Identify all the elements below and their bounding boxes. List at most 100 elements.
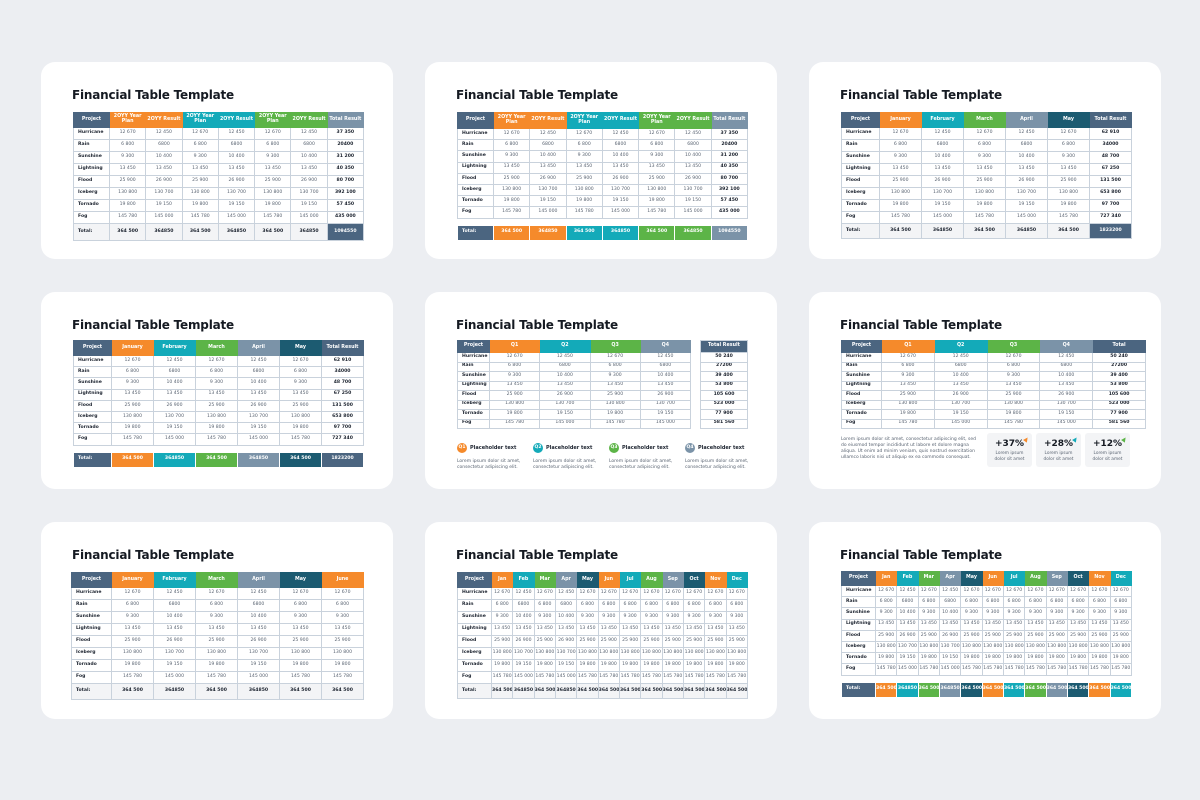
column-header[interactable]: Total Result xyxy=(1089,112,1132,128)
slide-card[interactable]: Financial Table Template Project January Fe… xyxy=(41,292,393,489)
column-header[interactable]: Jul xyxy=(618,572,642,588)
table-cell: 9 300 xyxy=(963,151,1006,164)
column-header[interactable]: February xyxy=(921,112,964,128)
column-header[interactable]: April xyxy=(237,340,280,356)
column-header[interactable]: 2OYY Year Plan xyxy=(565,112,603,129)
column-header[interactable]: March xyxy=(195,572,238,588)
column-header[interactable]: March xyxy=(195,340,238,356)
slide-card[interactable]: Financial Table Template Project Jan Feb Mar… xyxy=(425,522,777,719)
slide-card[interactable]: Financial Table Template Project Q1 Q2 Q3 Q4 H… xyxy=(425,292,777,489)
slide-card[interactable]: Financial Table Template Project January Fe… xyxy=(41,522,393,719)
column-header[interactable]: 2OYY Result xyxy=(601,112,640,129)
table-header-row: Project Q1 Q2 Q3 Q4 Total xyxy=(841,340,1146,353)
column-header[interactable]: 2OYY Year Plan xyxy=(108,112,147,128)
column-header[interactable]: Apr xyxy=(554,572,578,588)
column-header[interactable]: April xyxy=(1005,112,1048,128)
column-header[interactable]: January xyxy=(879,112,922,128)
table-cell: 6 800 xyxy=(488,361,541,372)
column-header[interactable]: Jan xyxy=(490,572,514,588)
column-header[interactable]: Project xyxy=(457,112,494,129)
column-header[interactable]: 2OYY Year Plan xyxy=(638,112,676,129)
table-cell: 9 300 xyxy=(488,371,541,382)
table-cell: 13 450 xyxy=(1047,163,1090,176)
table-row: Hurricane 12 670 12 450 12 670 12 450 12 670 6… xyxy=(73,354,364,368)
column-header[interactable]: Oct xyxy=(682,572,706,588)
slide-card[interactable]: Financial Table Template Project Jan Feb Mar… xyxy=(809,522,1161,719)
column-header[interactable]: Q3 xyxy=(589,340,641,353)
column-header[interactable]: Total Result xyxy=(710,112,748,129)
column-header[interactable]: February xyxy=(153,572,196,588)
column-header[interactable]: Sep xyxy=(1045,571,1068,586)
column-header[interactable]: May xyxy=(279,572,322,588)
column-header[interactable]: Q4 xyxy=(1039,340,1094,353)
slide-card[interactable]: Financial Table Template Project Q1 Q2 Q3 Q4 T… xyxy=(809,292,1161,489)
column-header[interactable]: January xyxy=(111,340,154,356)
column-header[interactable]: 2OYY Year Plan xyxy=(254,112,292,128)
column-header[interactable]: Q2 xyxy=(539,340,591,353)
column-header[interactable]: 2OYY Result xyxy=(674,112,712,129)
column-header[interactable]: February xyxy=(153,340,196,356)
column-header[interactable]: Total Result xyxy=(321,340,364,356)
table-cell: 145 000 xyxy=(237,671,280,684)
column-header[interactable]: 2OYY Result xyxy=(529,112,567,129)
column-header[interactable]: Jan xyxy=(874,571,898,586)
column-header[interactable]: Q1 xyxy=(488,340,541,353)
column-header[interactable]: Project xyxy=(841,571,876,586)
column-header[interactable]: Feb xyxy=(512,572,535,588)
table-cell: 48 700 xyxy=(321,377,364,390)
table-cell: 12 670 xyxy=(111,587,154,600)
column-header[interactable]: May xyxy=(279,340,322,356)
column-header[interactable]: 2OYY Year Plan xyxy=(181,112,219,128)
column-header[interactable]: May xyxy=(960,571,983,586)
column-header[interactable]: Feb xyxy=(896,571,919,586)
column-header[interactable]: Apr xyxy=(938,571,962,586)
slide-card[interactable]: Financial Table Template Project January Fe… xyxy=(809,62,1161,259)
slide-card[interactable]: Financial Table Template Project 2OYY Year… xyxy=(41,62,393,259)
column-header[interactable]: June xyxy=(321,572,364,588)
column-header[interactable]: April xyxy=(237,572,280,588)
slide-card[interactable]: Financial Table Template Project 2OYY Year… xyxy=(425,62,777,259)
column-header[interactable]: May xyxy=(1047,112,1090,128)
column-header[interactable]: May xyxy=(576,572,599,588)
column-header[interactable]: Q2 xyxy=(933,340,988,353)
column-header[interactable]: Nov xyxy=(704,572,727,588)
column-header[interactable]: Dec xyxy=(1109,571,1132,586)
column-header[interactable]: Project xyxy=(457,572,492,588)
column-header[interactable]: Project xyxy=(73,112,110,128)
column-header[interactable]: Project xyxy=(457,340,490,353)
column-header[interactable]: Oct xyxy=(1066,571,1090,586)
column-header[interactable]: Total Result xyxy=(326,112,364,128)
column-header[interactable]: Q3 xyxy=(986,340,1041,353)
column-header[interactable]: Total xyxy=(1092,340,1146,353)
table-cell: 6 800 xyxy=(981,596,1004,609)
column-header[interactable]: Project xyxy=(73,340,112,356)
column-header[interactable]: 2OYY Result xyxy=(217,112,256,128)
column-header[interactable]: Project xyxy=(841,112,880,128)
column-header[interactable]: January xyxy=(111,572,154,588)
column-header[interactable]: Nov xyxy=(1088,571,1111,586)
table-cell: 13 450 xyxy=(638,161,676,174)
column-header[interactable]: Jul xyxy=(1002,571,1026,586)
table-cell: 6 800 xyxy=(682,599,706,612)
column-header[interactable]: 2OYY Result xyxy=(145,112,183,128)
row-label: Tornado xyxy=(71,659,112,672)
row-label: Iceberg xyxy=(71,647,112,660)
column-header[interactable]: 2OYY Year Plan xyxy=(492,112,531,129)
column-header[interactable]: Q4 xyxy=(639,340,692,353)
column-header[interactable]: Jun xyxy=(981,571,1004,586)
column-header[interactable]: 2OYY Result xyxy=(290,112,328,128)
column-header[interactable]: Aug xyxy=(1024,571,1047,586)
table-cell: 13 450 xyxy=(153,623,196,636)
column-header[interactable]: Total Result xyxy=(700,340,748,353)
column-header[interactable]: Q1 xyxy=(881,340,935,353)
column-header[interactable]: Jun xyxy=(597,572,620,588)
column-header[interactable]: Project xyxy=(71,572,112,588)
column-header[interactable]: Project xyxy=(841,340,882,353)
column-header[interactable]: Sep xyxy=(661,572,684,588)
table-cell: 77 900 xyxy=(700,409,748,420)
column-header[interactable]: March xyxy=(963,112,1006,128)
column-header[interactable]: Dec xyxy=(725,572,748,588)
column-header[interactable]: Mar xyxy=(533,572,556,588)
column-header[interactable]: Aug xyxy=(640,572,663,588)
column-header[interactable]: Mar xyxy=(917,571,940,586)
